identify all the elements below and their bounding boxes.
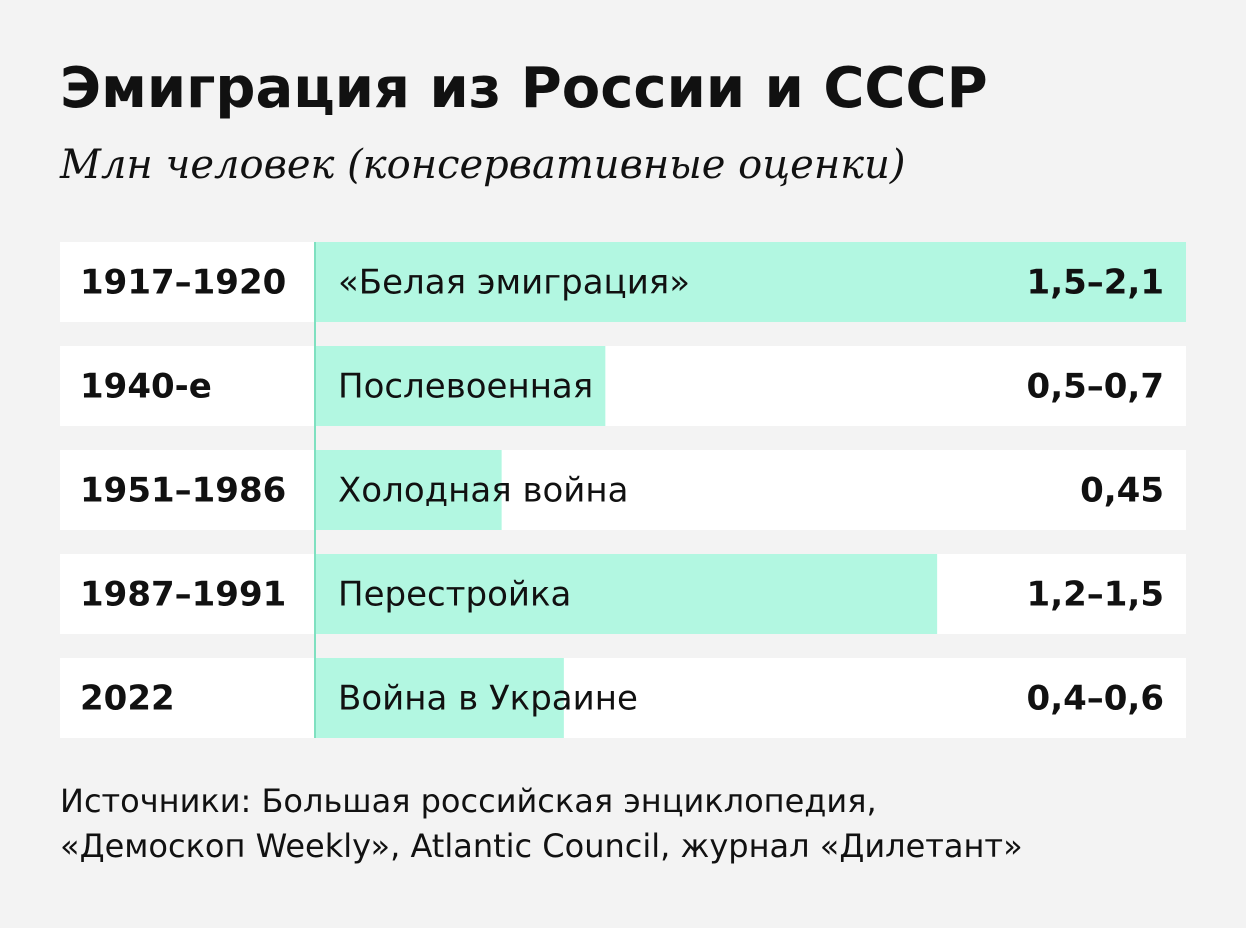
row-year: 2022 [80, 679, 175, 719]
value-label: 0,5–0,7 [1027, 367, 1164, 407]
row-name: Холодная война [338, 471, 628, 511]
source-line: Источники: Большая российская энциклопед… [60, 782, 877, 820]
row-name: Послевоенная [338, 367, 593, 407]
row-year: 1987–1991 [80, 575, 286, 615]
value-label: 0,4–0,6 [1027, 679, 1164, 719]
row-background [60, 346, 1186, 426]
chart-title: Эмиграция из России и СССР [60, 56, 988, 121]
value-label: 1,2–1,5 [1027, 575, 1164, 615]
row-name: Перестройка [338, 575, 571, 615]
row-year: 1940-е [80, 367, 212, 407]
bar [315, 242, 1186, 322]
value-label: 0,45 [1080, 471, 1164, 511]
row-name: Война в Украине [338, 679, 638, 719]
bar [315, 450, 502, 530]
row-background [60, 450, 1186, 530]
row-background [60, 658, 1186, 738]
bar [315, 346, 606, 426]
value-label: 1,5–2,1 [1027, 263, 1164, 303]
rows: 1917–1920 «Белая эмиграция» 1,5–2,1 1940-е П… [60, 242, 1186, 738]
row-name: «Белая эмиграция» [338, 263, 690, 303]
source-line: «Демоскоп Weekly», Atlantic Council, жур… [60, 827, 1023, 865]
bar [315, 658, 564, 738]
row-year: 1951–1986 [80, 471, 286, 511]
chart-subtitle: Млн человек (консервативные оценки) [59, 142, 905, 188]
row-year: 1917–1920 [80, 263, 286, 303]
bar [315, 554, 938, 634]
